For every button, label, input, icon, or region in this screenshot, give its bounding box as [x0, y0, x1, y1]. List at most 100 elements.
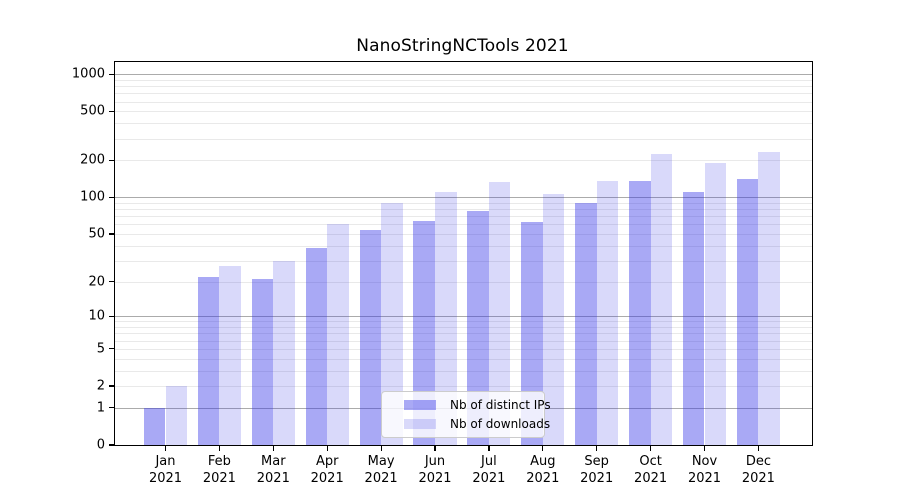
x-tick-mark — [488, 446, 490, 451]
y-tick-label: 500 — [80, 103, 105, 119]
minor-gridline — [115, 209, 812, 211]
major-gridline — [115, 197, 812, 199]
x-tick-mark — [380, 446, 382, 451]
legend-label-downloads: Nb of downloads — [450, 417, 551, 431]
y-tick-mark — [109, 281, 114, 283]
chart-title: NanoStringNCTools 2021 — [356, 36, 569, 56]
x-tick-label-line: Nov — [691, 454, 718, 469]
minor-gridline — [115, 281, 812, 283]
minor-gridline — [115, 358, 812, 360]
x-tick-label-line: 2021 — [418, 470, 452, 486]
x-tick-label-line: Feb — [207, 454, 231, 469]
x-tick-label-line: Dec — [745, 454, 771, 469]
y-tick-label: 1 — [96, 400, 105, 416]
x-tick-label: Mar 2021 — [241, 454, 305, 487]
y-tick-label: 0 — [96, 437, 105, 453]
y-tick-label: 1000 — [71, 66, 105, 82]
y-tick-mark — [109, 444, 114, 446]
x-tick-label-line: Jun — [424, 454, 446, 469]
x-tick-label: May 2021 — [349, 454, 413, 487]
x-tick-label-line: Aug — [530, 454, 556, 469]
bar-distinct-ips — [521, 221, 543, 445]
x-tick-label-line: Apr — [315, 454, 339, 469]
bar-distinct-ips — [251, 279, 274, 445]
x-tick-label-line: Jul — [481, 454, 497, 469]
bar-distinct-ips — [413, 220, 435, 445]
bar-distinct-ips — [575, 202, 597, 445]
minor-gridline — [115, 160, 812, 162]
y-tick-mark — [109, 196, 114, 198]
x-tick-label-line: 2021 — [526, 470, 560, 486]
minor-gridline — [115, 327, 812, 329]
x-tick-mark — [272, 446, 274, 451]
bar-distinct-ips — [736, 178, 759, 445]
bar-distinct-ips — [305, 248, 328, 445]
legend: Nb of distinct IPs Nb of downloads — [381, 391, 551, 438]
major-gridline — [115, 74, 812, 76]
x-tick-label-line: Oct — [639, 454, 662, 469]
minor-gridline — [115, 321, 812, 323]
minor-gridline — [115, 370, 812, 372]
x-tick-label-line: May — [367, 454, 395, 469]
x-tick-label-line: 2021 — [310, 470, 344, 486]
minor-gridline — [115, 224, 812, 226]
y-tick-mark — [109, 385, 114, 387]
x-tick-mark — [650, 446, 652, 451]
minor-gridline — [115, 86, 812, 88]
bar-downloads — [435, 191, 457, 445]
y-tick-label: 10 — [88, 308, 105, 324]
y-tick-label: 100 — [80, 189, 105, 205]
y-tick-label: 50 — [88, 226, 105, 242]
bar-downloads — [542, 194, 565, 445]
legend-swatch-downloads — [404, 419, 436, 429]
y-tick-mark — [109, 233, 114, 235]
x-tick-label: Jan 2021 — [134, 454, 198, 487]
y-tick-mark — [109, 73, 114, 75]
x-tick-label-line: 2021 — [634, 470, 668, 486]
x-tick-label: Oct 2021 — [619, 454, 683, 487]
minor-gridline — [115, 348, 812, 350]
x-tick-label-line: 2021 — [364, 470, 398, 486]
x-tick-label: Aug 2021 — [511, 454, 575, 487]
y-tick-label: 5 — [96, 341, 105, 357]
x-tick-label: Apr 2021 — [295, 454, 359, 487]
bar-distinct-ips — [143, 407, 166, 445]
minor-gridline — [115, 260, 812, 262]
minor-gridline — [115, 340, 812, 342]
y-tick-mark — [109, 407, 114, 409]
x-tick-label: Jun 2021 — [403, 454, 467, 487]
x-tick-mark — [164, 446, 167, 451]
minor-gridline — [115, 79, 812, 81]
bar-downloads — [650, 153, 673, 445]
x-tick-label: Dec 2021 — [726, 454, 790, 487]
y-tick-label: 2 — [96, 378, 105, 394]
x-tick-mark — [542, 446, 544, 451]
bar-distinct-ips — [629, 181, 651, 445]
bar-downloads — [327, 224, 349, 445]
bar-downloads — [381, 202, 403, 445]
x-tick-mark — [596, 446, 598, 451]
minor-gridline — [115, 233, 812, 235]
y-tick-mark — [109, 315, 114, 317]
minor-gridline — [115, 101, 812, 103]
plot-area: 0 1 2 5 10 20 50 100 200 500 1000 Jan 2021 Feb 2021 Mar… — [72, 61, 813, 486]
bar-downloads — [488, 181, 511, 445]
x-tick-mark — [703, 446, 706, 451]
x-tick-label: Jul 2021 — [457, 454, 521, 487]
bar-downloads — [273, 260, 295, 445]
x-tick-label: Nov 2021 — [673, 454, 737, 487]
bar-downloads — [704, 162, 727, 445]
minor-gridline — [115, 245, 812, 247]
x-tick-label-line: Mar — [261, 454, 286, 469]
x-tick-label: Feb 2021 — [187, 454, 251, 487]
x-tick-mark — [326, 446, 328, 451]
x-tick-label-line: 2021 — [687, 470, 722, 486]
x-tick-label-line: 2021 — [472, 470, 506, 486]
legend-item-distinct-ips: Nb of distinct IPs — [404, 398, 551, 412]
minor-gridline — [115, 202, 812, 204]
bar-distinct-ips — [682, 191, 705, 445]
x-tick-label-line: 2021 — [256, 470, 290, 486]
x-tick-label-line: Jan — [155, 454, 176, 469]
minor-gridline — [115, 333, 812, 335]
